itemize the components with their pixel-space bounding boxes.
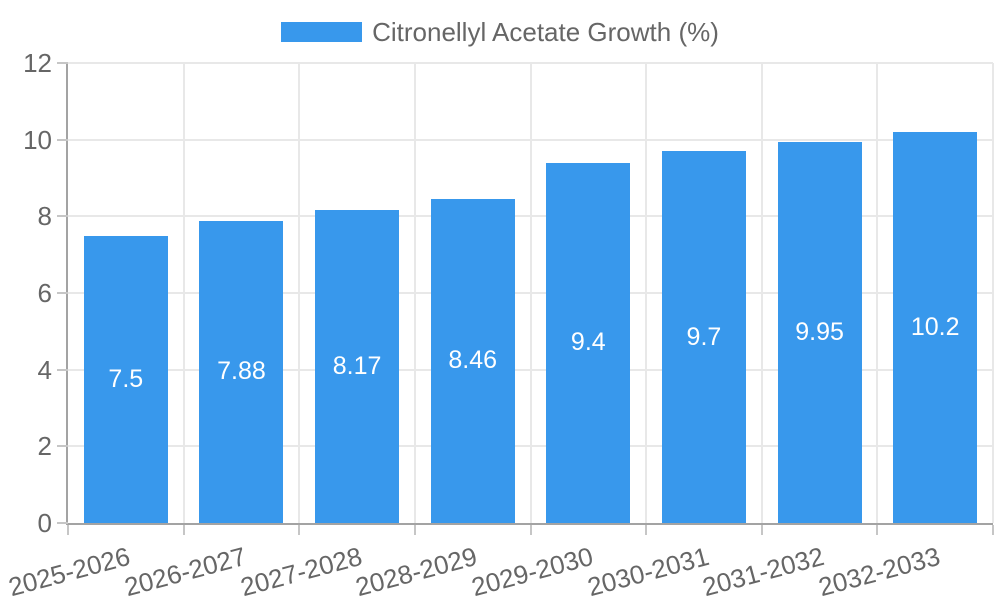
bar: 9.4	[546, 162, 631, 523]
x-tick-mark	[992, 525, 994, 535]
y-tick-label: 8	[37, 201, 52, 232]
y-tick-label: 0	[37, 508, 52, 538]
bar: 8.17	[315, 209, 400, 523]
gridline-v	[760, 63, 763, 523]
gridline-v	[992, 63, 994, 523]
bar-value-label: 9.95	[795, 317, 844, 346]
bar: 8.46	[430, 198, 515, 523]
y-tick-label: 10	[23, 124, 52, 155]
y-tick-mark	[57, 62, 68, 64]
x-tick-mark	[760, 525, 763, 535]
legend-label: Citronellyl Acetate Growth (%)	[372, 17, 719, 47]
x-tick-label: 2029-2030	[468, 541, 597, 600]
bar-value-label: 9.4	[570, 328, 606, 357]
bar-value-label: 10.2	[910, 313, 960, 341]
gridline-v	[529, 63, 532, 523]
y-tick-label: 12	[23, 48, 52, 78]
x-tick-mark	[876, 525, 879, 535]
x-tick-label: 2028-2029	[352, 541, 481, 600]
y-tick-mark	[57, 138, 68, 141]
x-tick-mark	[529, 525, 532, 535]
x-tick-mark	[645, 525, 648, 535]
bar-value-label: 7.88	[217, 357, 266, 386]
bar: 9.95	[777, 141, 862, 523]
legend-swatch	[281, 22, 363, 42]
gridline-v	[645, 63, 648, 523]
bar: 7.88	[199, 220, 284, 523]
x-tick-label: 2031-2032	[699, 541, 828, 600]
bar: 9.7	[661, 151, 746, 523]
bar-value-label: 8.17	[332, 351, 382, 380]
y-tick-mark	[57, 522, 68, 524]
legend-item[interactable]: Citronellyl Acetate Growth (%)	[281, 17, 719, 47]
x-tick-mark	[298, 525, 301, 535]
legend: Citronellyl Acetate Growth (%)	[0, 17, 1000, 47]
x-tick-label: 2025-2026	[5, 541, 134, 600]
y-tick-mark	[57, 368, 68, 371]
y-tick-mark	[57, 445, 68, 448]
y-tick-label: 4	[37, 354, 52, 385]
x-tick-mark	[67, 525, 69, 535]
bar-value-label: 8.46	[448, 346, 498, 375]
x-tick-mark	[182, 525, 185, 535]
x-tick-label: 2027-2028	[236, 541, 365, 600]
gridline-v	[182, 63, 185, 523]
x-tick-label: 2032-2033	[815, 541, 943, 600]
gridline-v	[876, 63, 879, 523]
y-tick-mark	[57, 215, 68, 218]
gridline-v	[413, 63, 416, 523]
x-tick-label: 2026-2027	[121, 541, 250, 600]
x-tick-mark	[413, 525, 416, 535]
plot-area: 7.5 7.88 8.17 8.46 9.4 9.7 9.95 10.2	[66, 62, 994, 525]
y-tick-label: 6	[37, 278, 52, 308]
x-tick-label: 2030-2031	[583, 541, 712, 600]
y-tick-label: 2	[37, 431, 52, 462]
bar: 10.2	[893, 132, 978, 523]
gridline-v	[298, 63, 301, 523]
bar-value-label: 9.7	[686, 322, 722, 351]
bar: 7.5	[83, 235, 168, 523]
bar-value-label: 7.5	[108, 364, 144, 393]
y-tick-mark	[57, 292, 68, 294]
